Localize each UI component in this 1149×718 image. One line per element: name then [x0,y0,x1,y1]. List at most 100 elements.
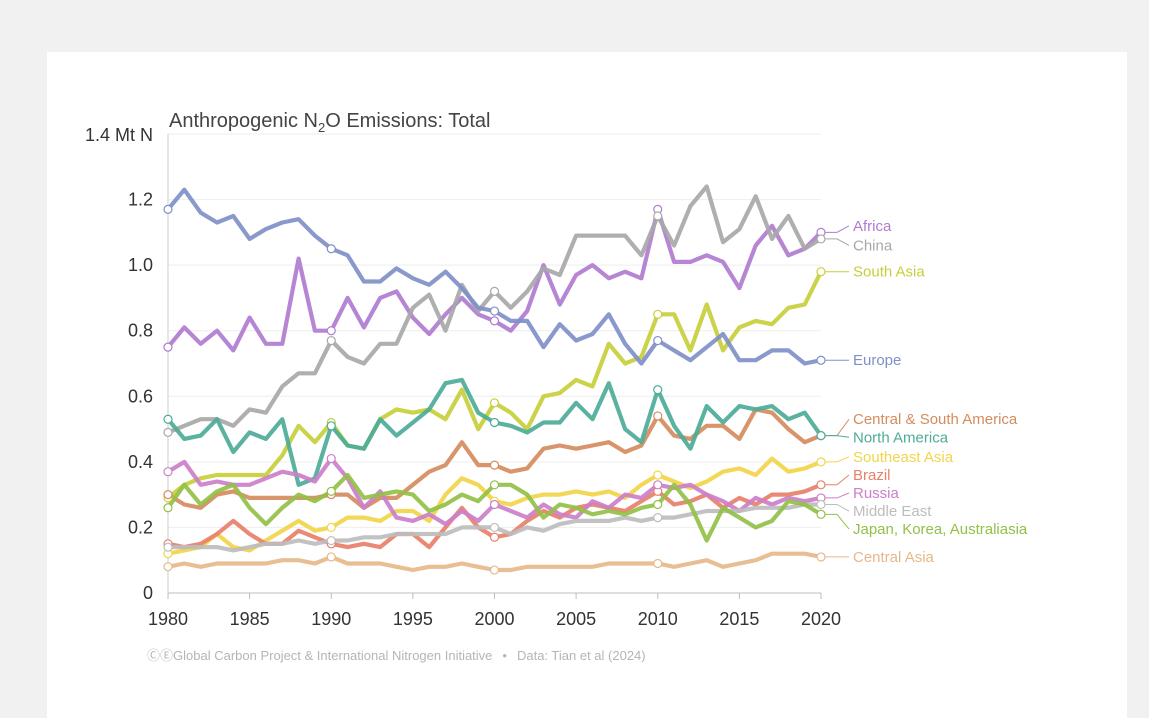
data-marker-north-america [163,414,173,424]
series-label-russia: Russia [853,485,900,502]
data-marker-middle-east [816,499,826,510]
data-marker-north-america [816,431,826,441]
data-marker-central-asia [326,552,336,562]
data-marker-japan-korea-australiasia [326,486,336,496]
chart-svg: 0 0.2 0.4 0.6 0.8 1.0 1.2 1980 1985 1990 1995 2000… [85,110,1028,663]
x-tick-label: 2015 [719,609,759,629]
cc-license-icon: ⒸⒺ [147,648,173,663]
credit-text: Global Carbon Project & International Ni… [173,648,492,663]
data-marker-central-asia [163,562,173,572]
data-marker-china [816,234,826,244]
data-marker-middle-east [489,522,500,533]
y-tick-label: 0.8 [128,321,153,341]
data-marker-china [163,427,173,437]
series-label-central-south-america: Central & South America [853,411,1018,428]
data-marker-japan-korea-australiasia [816,509,826,519]
series-label-south-asia: South Asia [853,264,925,281]
series-line-europe [165,187,824,366]
y-tick-labels: 0 0.2 0.4 0.6 0.8 1.0 1.2 [128,190,153,603]
chart-title-subscript: 2 [318,120,325,135]
label-leader-central-south-america [825,418,850,437]
chart-title-end: O Emissions: Total [325,110,490,132]
chart-title-main: Anthropogenic N [169,110,318,132]
series-label-southeast-asia: Southeast Asia [853,449,954,466]
data-marker-japan-korea-australiasia [163,503,173,513]
series-labels: Africa China South Asia Europe Central & Sou… [825,218,1028,566]
data-marker-russia [163,467,173,477]
series-label-japan-korea-australiasia: Japan, Korea, Australiasia [853,521,1028,538]
data-marker-japan-korea-australiasia [653,499,663,510]
data-marker-europe [163,204,173,215]
label-leader-southeast-asia [825,456,850,463]
credit-separator: • [502,648,507,663]
data-marker-central-south-america [163,490,173,500]
x-tick-label: 1980 [148,609,188,629]
x-tick-label: 2005 [556,609,596,629]
data-marker-central-asia [653,558,663,569]
x-tick-label: 2000 [474,609,514,629]
data-marker-north-america [489,417,500,428]
y-tick-label: 0.4 [128,452,153,472]
data-marker-china [326,335,336,346]
data-marker-southeast-asia [653,470,663,480]
data-marker-south-asia [816,267,826,277]
label-leader-brazil [825,474,850,486]
data-marker-central-south-america [489,460,500,470]
series-label-africa: Africa [853,218,892,235]
data-marker-africa [163,342,173,352]
data-marker-central-asia [816,552,826,562]
x-tick-label: 2010 [638,609,678,629]
data-marker-north-america [653,385,663,395]
credit-line: ⒸⒺGlobal Carbon Project & International … [147,648,646,663]
series-markers [163,204,826,575]
label-leader-middle-east [825,503,850,512]
series-label-central-asia: Central Asia [853,549,935,566]
credit-source: Data: Tian et al (2024) [517,648,646,663]
data-marker-china [653,211,663,221]
data-marker-middle-east [163,542,173,552]
data-marker-china [489,286,500,296]
data-marker-north-america [326,421,336,431]
data-marker-europe [489,306,500,316]
y-tick-label: 0 [143,583,153,603]
data-marker-africa [489,316,500,326]
data-marker-japan-korea-australiasia [489,480,500,490]
data-marker-europe [326,244,336,254]
x-tick-label: 2020 [801,609,841,629]
label-leader-north-america [825,435,850,438]
data-marker-europe [816,355,826,365]
y-unit-label: 1.4 Mt N [85,125,153,145]
label-leader-africa [825,225,850,233]
label-leader-china [825,238,850,246]
chart-title: Anthropogenic N2O Emissions: Total [169,110,490,135]
series-label-china: China [853,237,893,254]
x-tick-labels: 1980 1985 1990 1995 2000 2005 2010 2015 2020 [148,593,841,629]
data-marker-south-asia [653,309,663,319]
data-marker-south-asia [489,398,500,408]
data-marker-southeast-asia [816,457,826,467]
data-marker-russia [489,499,500,510]
data-marker-middle-east [653,512,663,523]
y-tick-label: 1.2 [128,190,153,210]
y-tick-label: 1.0 [128,255,153,275]
x-tick-label: 1995 [393,609,433,629]
series-lines [165,184,824,573]
series-label-north-america: North America [853,429,949,446]
label-leader-russia [825,492,850,499]
data-marker-brazil [816,480,826,490]
data-marker-middle-east [326,535,336,546]
data-marker-brazil [489,532,500,542]
data-marker-russia [653,480,663,490]
series-label-brazil: Brazil [853,467,891,484]
x-tick-label: 1990 [311,609,351,629]
series-label-middle-east: Middle East [853,503,932,520]
data-marker-central-south-america [653,411,663,421]
data-marker-russia [326,453,336,464]
x-tick-label: 1985 [230,609,270,629]
chart-card: 0 0.2 0.4 0.6 0.8 1.0 1.2 1980 1985 1990 1995 2000… [47,52,1127,718]
y-tick-label: 0.2 [128,517,153,537]
data-marker-europe [653,335,663,346]
label-leader-japan-korea-australiasia [825,513,850,530]
data-marker-africa [326,326,336,336]
y-tick-label: 0.6 [128,386,153,406]
